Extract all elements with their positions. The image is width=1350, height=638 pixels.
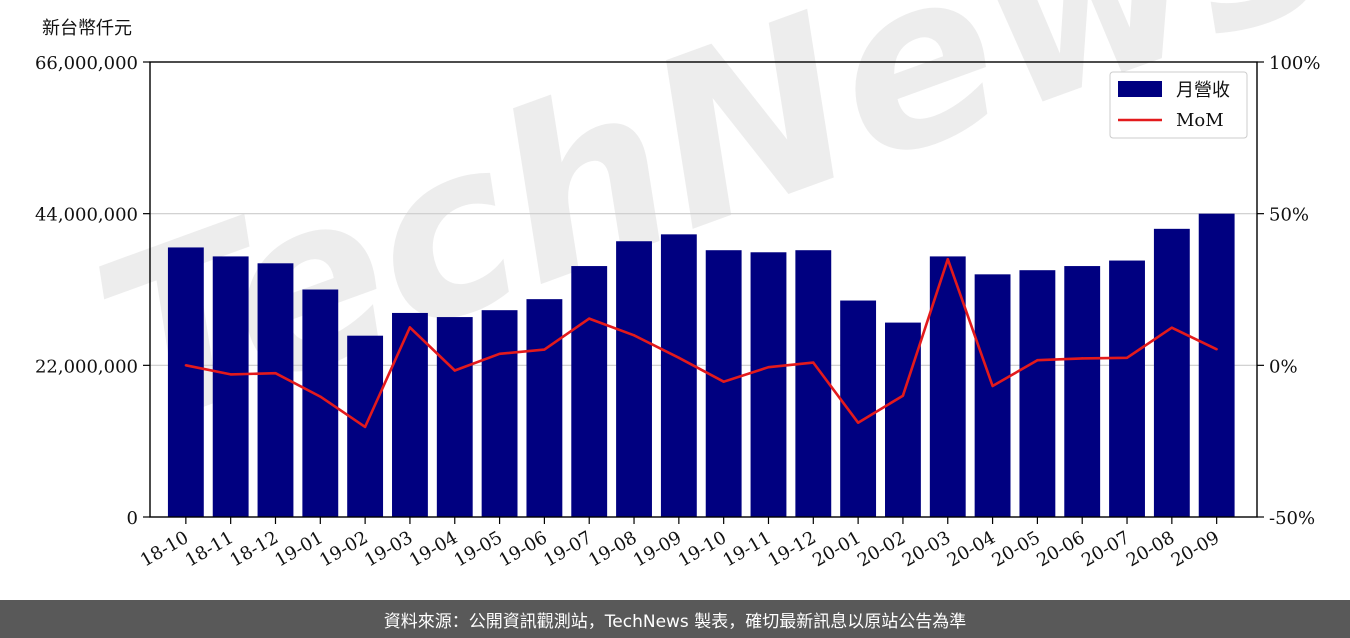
mom-point-19-09 bbox=[677, 356, 681, 359]
legend-label-mom: MoM bbox=[1176, 110, 1224, 131]
x-tick-label: 19-11 bbox=[720, 527, 775, 571]
y-tick-label: 66,000,000 bbox=[35, 53, 138, 74]
x-tick-label: 20-01 bbox=[809, 527, 864, 571]
mom-line bbox=[185, 257, 1218, 429]
x-tick-label: 19-04 bbox=[406, 527, 461, 571]
mom-point-19-02 bbox=[363, 425, 367, 429]
x-tick-label: 19-07 bbox=[540, 527, 595, 571]
y2-tick-label: 50% bbox=[1269, 205, 1309, 226]
mom-point-19-03 bbox=[408, 326, 412, 329]
x-tick-label: 20-07 bbox=[1078, 527, 1133, 571]
mom-point-18-10 bbox=[184, 364, 188, 367]
bars bbox=[167, 213, 1235, 518]
mom-point-20-08 bbox=[1170, 326, 1174, 329]
legend: 月營收 MoM bbox=[1109, 71, 1248, 139]
x-tick-label: 18-12 bbox=[227, 527, 282, 571]
x-tick-label: 20-02 bbox=[854, 527, 909, 571]
mom-point-20-01 bbox=[856, 421, 860, 424]
x-tick-label: 19-12 bbox=[764, 527, 819, 571]
x-tick-label: 20-05 bbox=[988, 527, 1043, 571]
x-tick-label: 19-06 bbox=[495, 527, 550, 571]
bar-20-04 bbox=[974, 274, 1011, 517]
bar-18-10 bbox=[167, 247, 204, 518]
revenue-chart: TechNews 022,000,00044,000,00066,000,000… bbox=[35, 0, 1350, 571]
mom-point-18-12 bbox=[274, 372, 277, 375]
footer-source-note: 資料來源：公開資訊觀測站，TechNews 製表，確切最新訊息以原站公告為準 bbox=[0, 600, 1350, 638]
bar-19-05 bbox=[481, 310, 518, 517]
x-tick-label: 19-02 bbox=[316, 527, 371, 571]
mom-point-19-11 bbox=[767, 365, 770, 369]
x-tick-label: 19-08 bbox=[585, 527, 640, 571]
bar-18-12 bbox=[257, 263, 294, 517]
x-tick-label: 19-05 bbox=[451, 527, 506, 571]
x-tick-label: 20-08 bbox=[1123, 527, 1178, 571]
bar-20-05 bbox=[1019, 270, 1056, 517]
bar-20-06 bbox=[1064, 266, 1101, 517]
bar-19-08 bbox=[616, 241, 652, 517]
bar-19-04 bbox=[436, 317, 473, 517]
mom-point-18-11 bbox=[229, 373, 232, 376]
bar-20-08 bbox=[1153, 228, 1190, 518]
mom-point-20-03 bbox=[946, 257, 949, 261]
y2-tick-label: 100% bbox=[1269, 53, 1320, 74]
mom-point-20-09 bbox=[1215, 348, 1218, 351]
footer-text: 資料來源：公開資訊觀測站，TechNews 製表，確切最新訊息以原站公告為準 bbox=[383, 611, 967, 632]
mom-point-19-07 bbox=[588, 317, 591, 320]
y2-tick-label: 0% bbox=[1269, 356, 1298, 377]
x-tick-label: 20-09 bbox=[1168, 527, 1223, 571]
x-tick-label: 18-11 bbox=[182, 527, 237, 571]
mom-point-19-05 bbox=[498, 352, 501, 356]
x-tick-label: 20-04 bbox=[944, 527, 999, 571]
legend-swatch-bar bbox=[1118, 81, 1162, 97]
bar-19-03 bbox=[392, 312, 428, 517]
mom-point-19-06 bbox=[543, 348, 546, 351]
mom-point-19-08 bbox=[632, 334, 636, 337]
bar-20-03 bbox=[929, 256, 966, 517]
x-tick-label: 19-01 bbox=[271, 527, 326, 571]
x-tick-label: 20-06 bbox=[1033, 527, 1088, 571]
bar-19-01 bbox=[302, 289, 339, 517]
mom-point-20-06 bbox=[1081, 357, 1084, 360]
bar-19-07 bbox=[571, 266, 608, 517]
bar-20-02 bbox=[885, 322, 921, 517]
mom-point-19-12 bbox=[812, 361, 815, 364]
mom-point-20-05 bbox=[1036, 358, 1039, 362]
x-tick-label: 19-10 bbox=[675, 527, 730, 571]
bar-19-10 bbox=[705, 250, 742, 518]
bar-18-11 bbox=[212, 256, 249, 517]
plot-frame bbox=[149, 61, 1258, 518]
y2-tick-label: -50% bbox=[1269, 508, 1315, 529]
bar-19-06 bbox=[526, 299, 563, 517]
y-tick-label: 0 bbox=[127, 508, 138, 529]
y-axis-unit-label: 新台幣仟元 bbox=[42, 18, 132, 39]
x-tick-label: 19-09 bbox=[630, 527, 685, 571]
mom-point-19-10 bbox=[722, 380, 725, 383]
mom-point-20-02 bbox=[901, 394, 905, 397]
bar-20-09 bbox=[1198, 213, 1235, 517]
mom-point-19-04 bbox=[453, 369, 456, 372]
bar-19-09 bbox=[660, 234, 697, 517]
bar-19-12 bbox=[795, 250, 832, 518]
y-tick-label: 22,000,000 bbox=[35, 356, 138, 377]
x-tick-label: 18-10 bbox=[137, 527, 192, 571]
legend-label-revenue: 月營收 bbox=[1176, 80, 1230, 101]
bar-19-11 bbox=[750, 252, 787, 518]
bar-20-07 bbox=[1109, 260, 1145, 517]
y-tick-label: 44,000,000 bbox=[35, 205, 138, 226]
mom-point-20-07 bbox=[1125, 356, 1129, 359]
mom-point-19-01 bbox=[319, 395, 322, 398]
bar-20-01 bbox=[840, 300, 877, 517]
x-tick-label: 19-03 bbox=[361, 527, 416, 571]
mom-point-20-04 bbox=[991, 384, 994, 388]
x-tick-label: 20-03 bbox=[899, 527, 954, 571]
mom-line-layer bbox=[184, 257, 1218, 429]
